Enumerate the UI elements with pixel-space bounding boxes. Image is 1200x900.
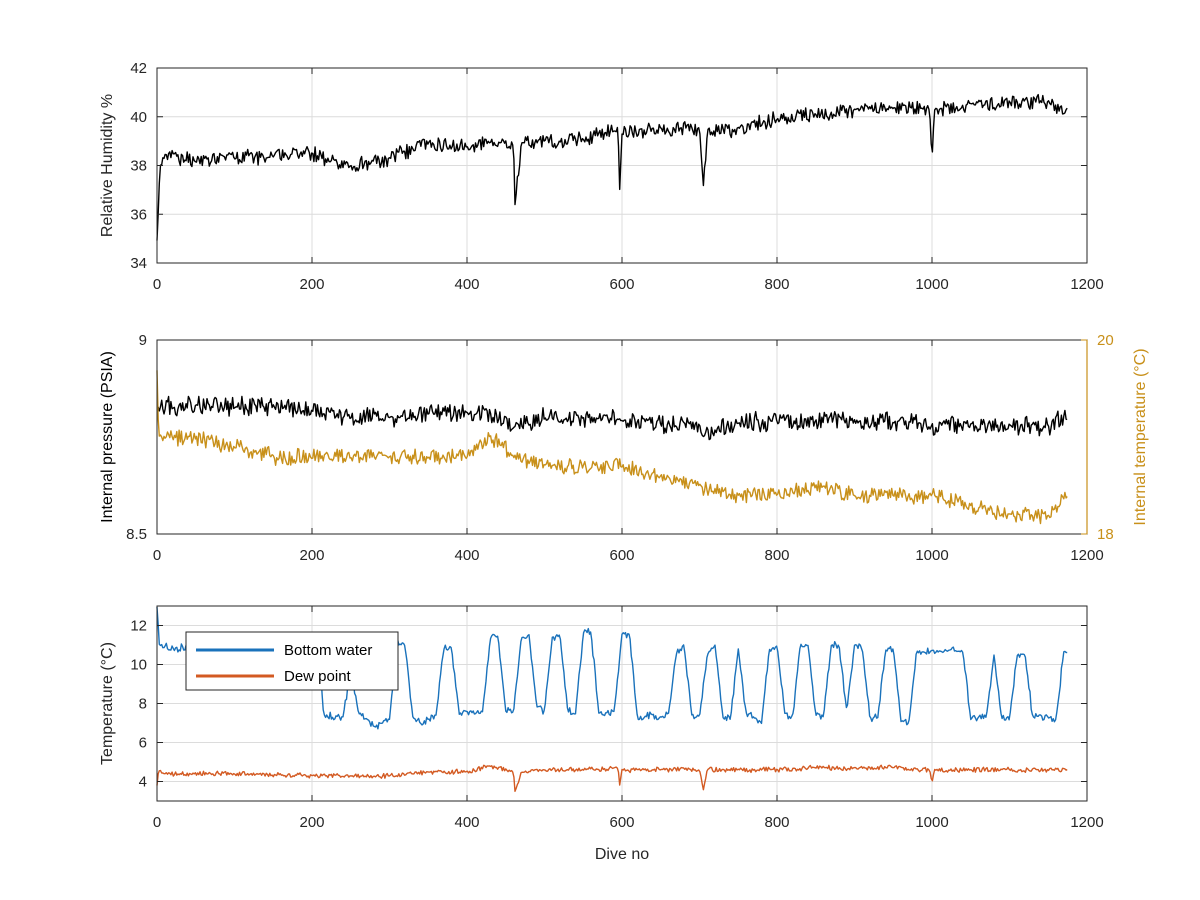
x-tick-label: 1200 (1070, 276, 1103, 293)
x-tick-label: 600 (609, 276, 634, 293)
pressure-grid (311, 340, 933, 534)
pressure-y-axis-label: Internal pressure (PSIA) (99, 351, 116, 523)
legend-label-bottom-water: Bottom water (284, 642, 372, 659)
y-tick-label: 38 (130, 158, 147, 175)
y-tick-label: 6 (139, 735, 147, 752)
series-line (156, 395, 1068, 441)
pressure-y-ticks: 8.59 (126, 332, 163, 543)
y-tick-label: 34 (130, 255, 147, 272)
x-tick-label: 800 (764, 276, 789, 293)
humidity-panel: 0 200 400 600 800 1000 1200 34 36 38 40 42 Relativ… (99, 60, 1104, 293)
temperature-legend: Bottom water Dew point (185, 631, 399, 691)
x-tick-label: 1200 (1070, 814, 1103, 831)
y-tick-label: 8.5 (126, 526, 147, 543)
temperature-panel: 0 200 400 600 800 1000 1200 4 6 8 10 12 Temperatur… (99, 605, 1104, 863)
humidity-y-ticks: 34 36 38 40 42 (130, 60, 1087, 272)
internal-temperature-y-axis-label: Internal temperature (°C) (1132, 348, 1149, 525)
x-tick-label: 600 (609, 814, 634, 831)
x-tick-label: 1000 (915, 814, 948, 831)
series-line (156, 93, 1068, 241)
x-tick-label: 0 (153, 814, 161, 831)
pressure-x-ticks: 0 200 400 600 800 1000 1200 (153, 340, 1104, 564)
y-tick-label: 42 (130, 60, 147, 77)
legend-label-dew-point: Dew point (284, 668, 352, 685)
series-line (156, 370, 1068, 525)
dive-no-x-axis-label: Dive no (595, 846, 649, 863)
y-tick-label: 10 (130, 657, 147, 674)
x-tick-label: 200 (299, 814, 324, 831)
x-tick-label: 1000 (915, 547, 948, 564)
x-tick-label: 600 (609, 547, 634, 564)
x-tick-label: 1000 (915, 276, 948, 293)
y-tick-label: 40 (130, 109, 147, 126)
humidity-grid (157, 68, 1087, 263)
x-tick-label: 200 (299, 547, 324, 564)
temperature-y-axis-label: Temperature (°C) (99, 642, 116, 765)
pressure-plot-area (156, 370, 1068, 525)
x-tick-label: 1200 (1070, 547, 1103, 564)
humidity-y-axis-label: Relative Humidity % (99, 94, 116, 237)
temperature-y-ticks: 4 6 8 10 12 (130, 618, 1087, 791)
x-tick-label: 800 (764, 547, 789, 564)
x-tick-label: 0 (153, 276, 161, 293)
y2-tick-label: 20 (1097, 332, 1114, 349)
humidity-x-ticks: 0 200 400 600 800 1000 1200 (153, 68, 1104, 293)
x-tick-label: 0 (153, 547, 161, 564)
y2-tick-label: 18 (1097, 526, 1114, 543)
x-tick-label: 400 (454, 547, 479, 564)
x-tick-label: 800 (764, 814, 789, 831)
y-tick-label: 36 (130, 206, 147, 223)
temperature-x-ticks: 0 200 400 600 800 1000 1200 (153, 606, 1104, 831)
y-tick-label: 4 (139, 774, 147, 791)
y-tick-label: 8 (139, 696, 147, 713)
humidity-plot-area (156, 93, 1068, 241)
x-tick-label: 400 (454, 814, 479, 831)
legend-box (185, 631, 399, 691)
y-tick-label: 12 (130, 618, 147, 635)
series-line (156, 764, 1068, 792)
x-tick-label: 200 (299, 276, 324, 293)
x-tick-label: 400 (454, 276, 479, 293)
y-tick-label: 9 (139, 332, 147, 349)
